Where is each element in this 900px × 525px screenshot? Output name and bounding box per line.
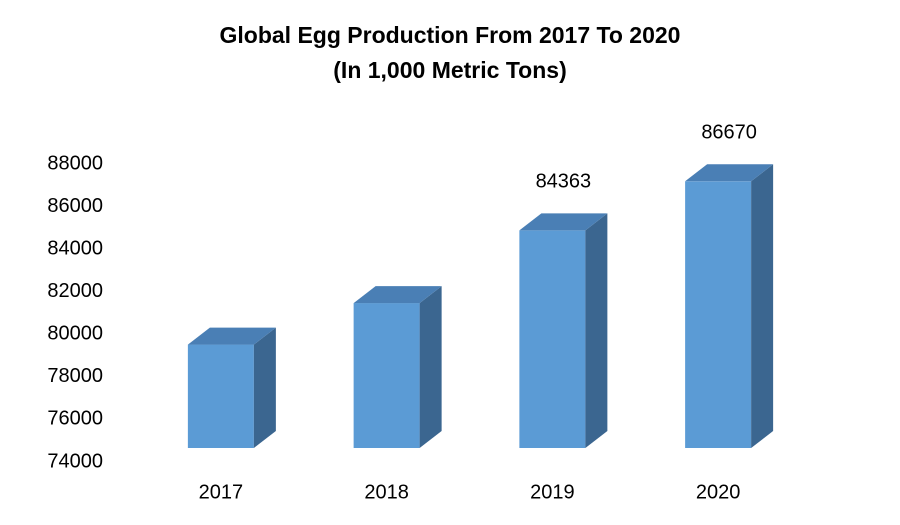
y-tick-label: 76000: [47, 408, 103, 430]
y-tick-label: 74000: [47, 450, 103, 472]
bar-top: [685, 164, 774, 182]
x-tick-label: 2018: [364, 481, 409, 503]
chart-subtitle: (In 1,000 Metric Tons): [333, 57, 566, 83]
y-tick-label: 86000: [47, 195, 103, 217]
bar: [187, 344, 254, 448]
bar: [519, 230, 586, 448]
x-tick-label: 2019: [530, 481, 575, 503]
bar-top: [353, 286, 442, 304]
data-label: 86670: [701, 122, 757, 144]
bar-side: [419, 286, 442, 448]
x-tick-label: 2017: [199, 481, 244, 503]
data-label: 84363: [536, 171, 592, 193]
chart-title: Global Egg Production From 2017 To 2020: [220, 22, 681, 48]
bar-side: [751, 164, 774, 448]
bar-side: [253, 327, 276, 448]
bar: [685, 181, 752, 448]
y-tick-label: 78000: [47, 365, 103, 387]
y-tick-label: 82000: [47, 280, 103, 302]
y-tick-label: 88000: [47, 152, 103, 174]
bar-top: [187, 327, 276, 345]
y-tick-label: 84000: [47, 237, 103, 259]
y-tick-label: 80000: [47, 323, 103, 345]
bar-side: [585, 213, 608, 448]
bar: [353, 303, 420, 448]
bar-top: [519, 213, 608, 231]
x-tick-label: 2020: [696, 481, 741, 503]
